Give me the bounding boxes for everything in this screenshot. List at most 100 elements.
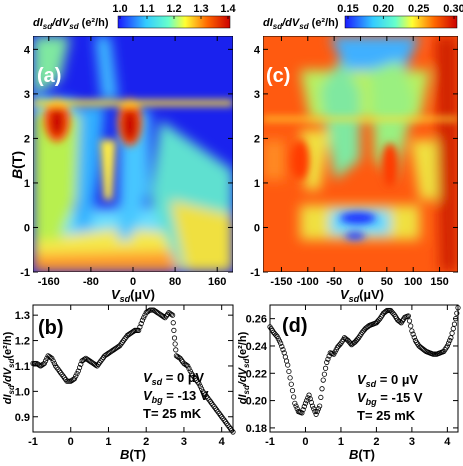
data-point [170,320,176,326]
colorbar-tick-label: 1.4 [220,3,236,15]
data-point [186,365,192,372]
panel-label-d: (d) [282,315,308,337]
scatter-b-ylabel: dIsd/dVsd(e²/h) [2,331,16,404]
y-tick-label: 1.2 [15,336,30,348]
colorbar-tick-label: 1.0 [112,3,127,15]
y-tick-label: 3 [24,89,30,101]
data-point [451,321,458,327]
data-point [307,396,313,402]
data-point [411,334,417,340]
y-tick-label: -1 [20,267,30,279]
colorbar-tick-label: 1.1 [139,3,154,15]
y-tick-label: 0 [254,222,260,234]
data-point [136,327,142,333]
x-tick-label: 0 [302,436,308,448]
colorbar-c-title: dIsd/dVsd (e²/h) [263,17,339,31]
data-point [306,392,312,398]
data-point [319,386,325,392]
x-tick-label: 0 [357,276,363,288]
data-point [50,358,56,364]
data-point [71,376,78,382]
colorbar-tick-label: 1.2 [166,3,181,15]
y-tick-label: 0.9 [15,412,30,424]
data-point [273,332,279,338]
data-point [347,340,354,346]
data-point [36,362,42,368]
annotation-b-vsd: Vsd = 0 µV [143,370,204,387]
data-point [74,370,80,377]
x-tick-label: 2 [143,436,149,448]
data-point [40,361,46,367]
x-tick-label: 1 [105,436,111,448]
x-tick-label: 50 [381,276,393,288]
data-point [292,400,298,406]
data-point [448,335,454,341]
data-point [289,387,296,394]
data-point [406,318,413,324]
data-point [285,362,291,368]
scatter-d-points [267,305,461,417]
colorbar-c-gradient [344,15,458,29]
data-point [196,381,202,387]
annotation-d-vbg: Vbg = -15 V [357,390,423,407]
y-tick-label: 4 [254,44,261,56]
data-point [139,317,146,323]
y-tick-label: 0.18 [246,423,267,435]
data-point [291,394,297,400]
heatmap-c: (c) [263,36,458,272]
colorbar-a: dIsd/dVsd (e²/h) 1.0 1.1 1.2 1.3 1.4 [33,3,237,31]
data-point [320,377,326,383]
data-point [142,312,148,318]
data-point [198,386,205,392]
y-tick-label: 1 [254,178,260,190]
y-tick-label: 1.3 [15,310,30,322]
heatmap-c-xlabel: Vsd(µV) [340,287,384,304]
colorbar-tick-label: 0.25 [408,3,429,15]
x-tick-label: 160 [208,276,226,288]
scatter-d-axes: -1 0 1 2 3 4 0.18 0.20 0.22 0.24 0.26 [246,305,458,448]
x-tick-label: -100 [297,276,319,288]
x-tick-label: -80 [83,276,99,288]
data-point [197,383,203,389]
data-point [78,361,84,367]
data-point [70,376,76,383]
data-point [447,337,453,344]
y-tick-label: -1 [250,267,260,279]
data-point [397,319,403,325]
data-point [444,343,450,349]
x-tick-label: -1 [265,436,275,448]
data-point [81,356,88,362]
data-point [75,368,81,374]
scatter-b-axes: -1 0 1 2 3 4 0.9 1.0 1.1 1.2 1.3 [15,305,233,448]
y-tick-label: 3 [254,89,260,101]
y-tick-label: 4 [24,44,31,56]
data-point [321,371,327,377]
data-point [51,360,57,367]
x-tick-label: 0 [68,436,74,448]
x-tick-label: -50 [326,276,342,288]
data-point [383,308,389,314]
x-tick-label: 100 [404,276,422,288]
data-point [288,381,294,387]
scatter-d: -1 0 1 2 3 4 0.18 0.20 0.22 0.24 0.26 (d) Vsd = 0 … [237,304,461,462]
data-point [302,400,309,406]
data-point [131,328,137,334]
data-point [170,312,176,318]
data-point [287,375,293,381]
y-tick-label: 1.1 [15,361,30,373]
y-tick-label: 1 [24,178,30,190]
annotation-b-temp: T= 25 mK [143,406,202,421]
data-point [138,321,144,327]
panel-label-c: (c) [266,65,290,87]
data-point [286,368,292,375]
y-tick-label: 1.0 [15,386,30,398]
data-point [315,406,322,412]
data-point [405,313,411,319]
data-point [280,347,286,353]
heatmap-a: (a) [33,36,233,272]
heatmap-a-axes: -160 -80 0 80 160 -1 0 1 2 3 4 [20,36,233,288]
data-point [187,368,193,374]
data-point [300,407,306,413]
data-point [168,311,174,317]
colorbar-tick-label: 0.15 [337,3,358,15]
